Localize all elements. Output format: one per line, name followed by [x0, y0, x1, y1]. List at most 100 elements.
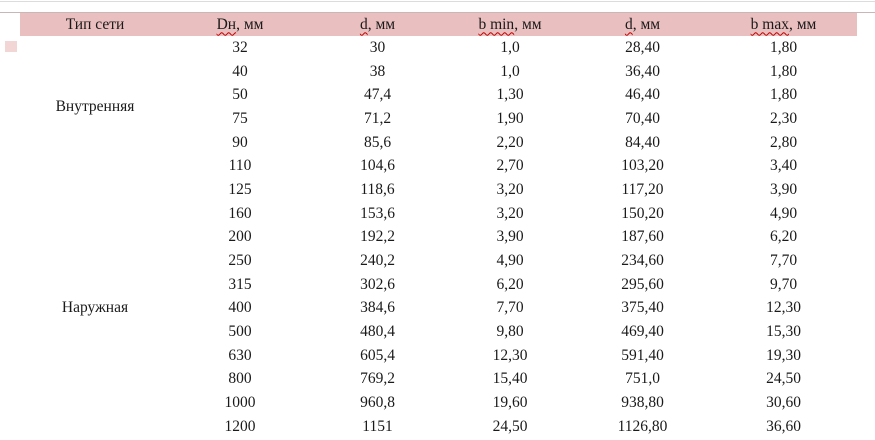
cell: 30,60	[766, 394, 801, 412]
cell: 192,2	[360, 228, 395, 246]
cell: 769,2	[360, 370, 395, 388]
cell: 3,90	[769, 180, 798, 198]
cell: 384,6	[360, 299, 395, 317]
cell: 7,70	[769, 252, 798, 270]
table-row: 400 384,6 7,70 375,40 12,30	[20, 297, 857, 321]
col-header-d-2: d, мм	[575, 13, 710, 36]
cell: 75	[232, 109, 248, 127]
cell: 160	[228, 204, 252, 222]
table-row: 250 240,2 4,90 234,60 7,70	[20, 249, 857, 273]
table-row: 800 769,2 15,40 751,0 24,50	[20, 368, 857, 392]
cell: 15,30	[766, 323, 801, 341]
cell: 15,40	[492, 370, 528, 388]
cell: 7,70	[496, 299, 524, 317]
cell: 200	[228, 228, 252, 246]
cell: 28,40	[625, 38, 660, 56]
col-header-d-1: d, мм	[310, 13, 445, 36]
table-row: 630 605,4 12,30 591,40 19,30	[20, 344, 857, 368]
cell: 1,0	[500, 62, 520, 80]
cell: 46,40	[625, 86, 660, 104]
cell: 153,6	[360, 204, 395, 222]
header-row: Тип сети Dн, мм d, мм b min, мм d, мм b …	[20, 13, 857, 36]
cell: 47,4	[363, 86, 392, 104]
col-header-b-min: b min, мм	[445, 13, 575, 36]
cell: 9,80	[496, 323, 524, 341]
cell: 50	[232, 86, 248, 104]
table-row: Наружная 125 118,6 3,20 117,20 3,90	[20, 178, 857, 316]
cell: 6,20	[769, 228, 798, 246]
cell: 84,40	[625, 133, 660, 151]
network-type-label-0: Внутренняя	[55, 98, 135, 116]
cell: 4,90	[769, 204, 798, 222]
cell: 630	[228, 346, 252, 364]
table-row: 1200 1151 24,50 1126,80 36,60	[20, 415, 857, 439]
cell: 3,40	[769, 157, 798, 175]
header-plain-text: , мм	[514, 15, 542, 33]
page-top-rule	[0, 1, 875, 2]
cell: 234,60	[621, 252, 664, 270]
col-header-b-max: b max, мм	[710, 13, 857, 36]
cell: 30	[369, 38, 386, 56]
cell: 375,40	[621, 299, 664, 317]
table-row: 500 480,4 9,80 469,40 15,30	[20, 320, 857, 344]
cell: 2,20	[496, 133, 524, 151]
cell: 400	[228, 299, 252, 317]
table-row: 315 302,6 6,20 295,60 9,70	[20, 273, 857, 297]
left-margin-pink-chip	[5, 41, 17, 52]
cell: 2,30	[769, 109, 798, 127]
table-row: 75 71,2 1,90 70,40 2,30	[20, 107, 857, 131]
cell: 24,50	[492, 417, 528, 435]
cell: 187,60	[621, 228, 664, 246]
cell: 150,20	[621, 204, 664, 222]
header-plain-text: , мм	[367, 15, 396, 33]
cell: 2,70	[496, 157, 524, 175]
cell: 500	[228, 323, 252, 341]
cell: 2,80	[769, 133, 798, 151]
cell: 1,80	[769, 38, 798, 56]
cell: 12,30	[766, 299, 801, 317]
table-row: Внутренняя 32 30 1,0 28,40 1,80	[20, 36, 857, 115]
cell: 9,70	[769, 275, 798, 293]
cell: 295,60	[621, 275, 664, 293]
cell: 1,30	[496, 86, 524, 104]
header-marked-text: b max	[750, 15, 789, 33]
cell: 19,60	[492, 394, 528, 412]
cell: 3,20	[496, 180, 524, 198]
cell: 960,8	[360, 394, 395, 412]
cell: 1151	[362, 417, 393, 435]
cell: 1126,80	[617, 417, 668, 435]
cell: 24,50	[766, 370, 801, 388]
cell: 240,2	[360, 252, 395, 270]
network-type-label-1: Наружная	[61, 299, 129, 317]
cell: 40	[232, 62, 248, 80]
cell: 85,6	[363, 133, 392, 151]
cell: 800	[228, 370, 252, 388]
cell: 71,2	[363, 109, 392, 127]
header-marked-text: d	[624, 15, 633, 33]
table-row: 40 38 1,0 36,40 1,80	[20, 60, 857, 84]
table-body: Внутренняя 32 30 1,0 28,40 1,80 40 38 1,0 36,40 1,…	[20, 36, 857, 439]
cell: 6,20	[496, 275, 524, 293]
pipe-dimensions-table: Тип сети Dн, мм d, мм b min, мм d, мм b …	[20, 13, 857, 439]
cell: 3,90	[496, 228, 524, 246]
cell: 480,4	[360, 323, 395, 341]
header-marked-text: Dн	[216, 15, 237, 33]
cell: 605,4	[360, 346, 395, 364]
cell: 117,20	[621, 180, 664, 198]
col-header-dn: Dн, мм	[170, 13, 310, 36]
cell: 1,90	[496, 109, 524, 127]
cell: 250	[228, 252, 252, 270]
cell: 104,6	[360, 157, 395, 175]
cell: 38	[369, 62, 386, 80]
cell: 1200	[224, 417, 256, 435]
cell: 938,80	[621, 394, 664, 412]
cell: 469,40	[621, 323, 664, 341]
cell: 19,30	[766, 346, 801, 364]
cell: 315	[228, 275, 252, 293]
cell: 125	[228, 180, 252, 198]
cell: 1,80	[769, 62, 798, 80]
cell: 36,40	[625, 62, 660, 80]
cell: 70,40	[625, 109, 660, 127]
cell: 4,90	[496, 252, 524, 270]
